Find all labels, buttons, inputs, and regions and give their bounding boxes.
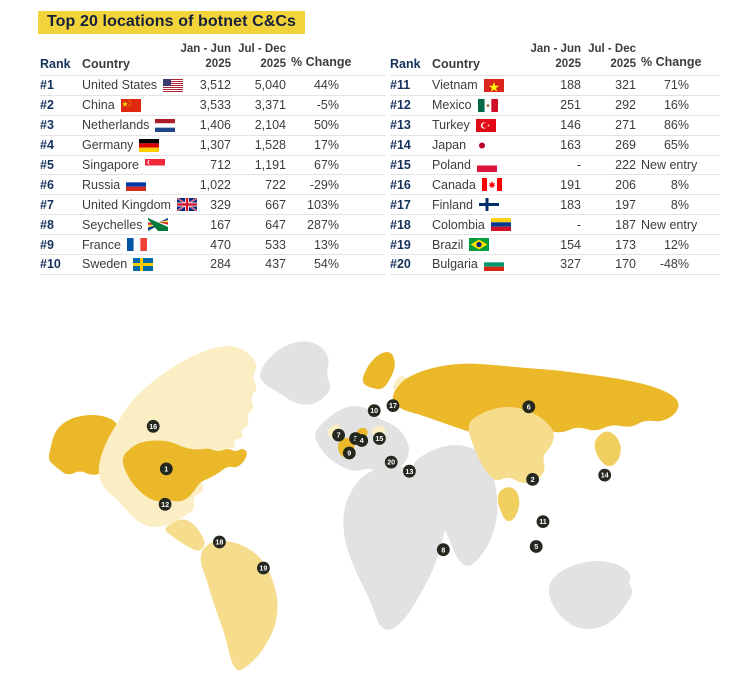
svg-text:8: 8 [441, 545, 445, 554]
svg-text:9: 9 [347, 449, 351, 458]
svg-text:15: 15 [375, 434, 383, 443]
svg-text:19: 19 [259, 564, 267, 573]
svg-text:11: 11 [539, 517, 547, 526]
svg-text:13: 13 [405, 467, 413, 476]
svg-text:14: 14 [601, 471, 609, 480]
svg-text:20: 20 [387, 458, 395, 467]
svg-text:5: 5 [534, 542, 538, 551]
svg-text:12: 12 [161, 500, 169, 509]
svg-text:18: 18 [215, 538, 223, 547]
svg-text:10: 10 [370, 406, 378, 415]
svg-text:7: 7 [337, 431, 341, 440]
svg-text:6: 6 [527, 402, 531, 411]
svg-text:4: 4 [360, 436, 364, 445]
svg-text:16: 16 [149, 422, 157, 431]
svg-text:17: 17 [389, 401, 397, 410]
svg-text:2: 2 [531, 475, 535, 484]
svg-text:1: 1 [164, 465, 168, 474]
